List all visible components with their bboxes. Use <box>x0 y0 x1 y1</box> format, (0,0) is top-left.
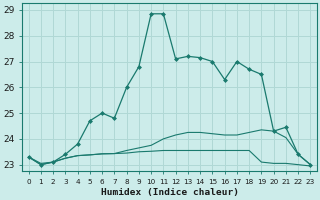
X-axis label: Humidex (Indice chaleur): Humidex (Indice chaleur) <box>100 188 238 197</box>
